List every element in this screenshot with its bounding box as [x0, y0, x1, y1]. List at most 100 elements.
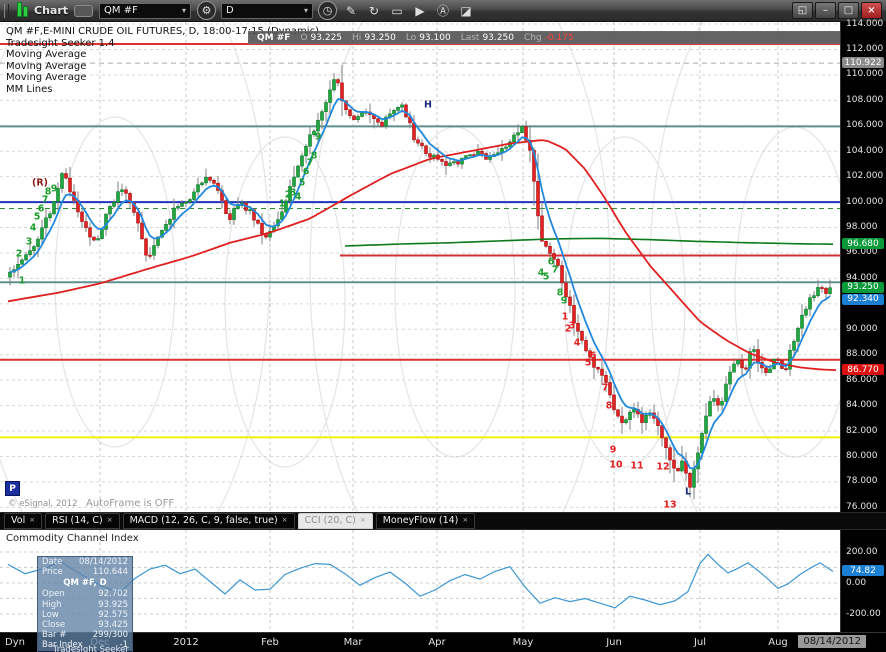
toolbar-grip[interactable] [4, 3, 9, 18]
price-tick-label: 112.000 [846, 43, 884, 54]
cci-tick-label: -200.00 [846, 608, 881, 619]
seeker-count-1: 1 [278, 198, 286, 210]
symbol-dropdown-value: QM #F [104, 5, 138, 16]
tab-rsi[interactable]: RSI (14, C) × [45, 512, 120, 530]
time-label-may: May [512, 637, 534, 648]
tooltip-row-barindex: Bar Index -1 [42, 640, 128, 651]
cci-panel[interactable]: Commodity Channel Index [0, 530, 840, 632]
eraser-icon[interactable]: ◪ [460, 3, 472, 18]
tab-cci[interactable]: CCI (20, C) × [297, 512, 373, 530]
seeker-count-9: 9 [314, 131, 322, 143]
seeker-count-7: 7 [306, 157, 314, 169]
cci-badge: 74.82 [842, 565, 884, 577]
price-tick-label: 110.000 [846, 69, 884, 80]
price-tick-label: 96.000 [846, 247, 878, 258]
minimize-button[interactable]: – [815, 2, 836, 19]
ohlc-readout-bar: QM #F O 93.225 Hi 93.250 Lo 93.100 Last 93.250 Ch… [248, 31, 840, 44]
legend-line-4: Moving Average [6, 72, 87, 83]
tooltip-row-close: Close 93.425 [42, 619, 128, 630]
tab-macd[interactable]: MACD (12, 26, C, 9, false, true) × [122, 512, 295, 530]
seeker-count-1: 1 [561, 311, 569, 323]
seeker-count-7: 7 [41, 194, 49, 206]
toolbar: Chart QM #F ▾ ⚙ D ▾ ◷ ✎ ↻ ▭ ▶ Ⓐ ◪ ◱ – □ × [0, 0, 886, 22]
price-tick-label: 82.000 [846, 425, 878, 436]
cci-plot [0, 530, 840, 632]
auto-a-icon[interactable]: Ⓐ [437, 4, 450, 18]
seeker-count-1: 1 [18, 275, 26, 287]
seeker-count-11: 11 [630, 460, 644, 472]
seeker-count-5: 5 [33, 211, 41, 223]
seeker-count-8: 8 [44, 186, 52, 198]
seeker-count-10: 10 [609, 459, 623, 471]
tooltip-row-low: Low 92.575 [42, 609, 128, 620]
seeker-count-6: 6 [302, 166, 310, 178]
price-tick-label: 114.000 [846, 18, 884, 29]
reload-icon[interactable]: ↻ [368, 3, 380, 18]
tab-label: Vol [11, 514, 26, 526]
cci-tick-label: 200.00 [846, 546, 878, 557]
price-tick-label: 108.000 [846, 94, 884, 105]
ohlc-symbol: QM #F [257, 32, 291, 43]
tab-moneyflow[interactable]: MoneyFlow (14) × [375, 512, 476, 530]
seeker-count-6: 6 [589, 350, 597, 362]
seeker-count-2: 2 [15, 248, 23, 260]
seeker-count-5: 5 [542, 271, 550, 283]
p-marker-badge[interactable]: P [5, 481, 20, 496]
legend-line-5: MM Lines [6, 83, 53, 95]
seeker-count-3: 3 [568, 320, 576, 332]
maximize-button[interactable]: □ [838, 2, 859, 19]
price-badge-110.922: 110.922 [842, 57, 884, 69]
cci-tick-label: 0.00 [846, 577, 867, 588]
restore-button[interactable]: ◱ [792, 2, 813, 19]
symbol-dropdown[interactable]: QM #F ▾ [99, 2, 192, 19]
close-icon[interactable]: × [29, 515, 36, 524]
seeker-count-5: 5 [298, 177, 306, 189]
seeker-count-H: H [424, 99, 432, 111]
time-template-icon[interactable]: ◷ [318, 1, 338, 20]
tab-vol[interactable]: Vol × [4, 512, 43, 530]
price-badge-93.250: 93.250 [842, 281, 884, 293]
cci-axis[interactable]: 200.00 0.00 -200.00 74.82 [840, 530, 886, 632]
time-label-jun: Jun [606, 637, 622, 648]
price-tick-label: 86.000 [846, 374, 878, 385]
seeker-count-9: 9 [560, 295, 568, 307]
ohlc-field-last: Last 93.250 [460, 32, 514, 43]
close-icon[interactable]: × [106, 515, 113, 524]
window-title: Chart [34, 4, 69, 17]
price-tick-label: 76.000 [846, 501, 878, 512]
tab-label: CCI (20, C) [304, 514, 356, 526]
page-badge-icon[interactable] [74, 4, 94, 17]
seeker-count-13: 13 [663, 499, 677, 511]
seeker-count-3: 3 [25, 236, 33, 248]
symbol-settings-icon[interactable]: ⚙ [197, 1, 217, 20]
quote-bubble-icon[interactable]: ▭ [391, 3, 403, 18]
seeker-count-8: 8 [556, 287, 564, 299]
time-label-feb: Feb [261, 637, 279, 648]
price-chart-panel[interactable]: 1 2 3 4 5 6 7 8 9 (R) 1 2 3 4 5 6 7 8 9 H 4 5 6 7 8 9 1 2 3 4 5 6 7 8 9 10 1… [0, 22, 840, 512]
ohlc-field-o: O 93.225 [300, 32, 343, 43]
time-label-apr: Apr [428, 637, 446, 648]
tab-label: MACD (12, 26, C, 9, false, true) [129, 514, 278, 526]
time-axis-mode: Dyn [5, 637, 25, 648]
tooltip-row-price: Price 110.644 [42, 567, 128, 578]
close-icon[interactable]: × [462, 515, 469, 524]
interval-dropdown[interactable]: D ▾ [221, 2, 314, 19]
interval-dropdown-value: D [226, 5, 234, 16]
price-tick-label: 94.000 [846, 272, 878, 283]
tooltip-row-high: High 93.925 [42, 599, 128, 610]
autoframe-status: AutoFrame is OFF [86, 498, 175, 509]
indicator-tab-bar: Vol × RSI (14, C) × MACD (12, 26, C, 9, fals… [0, 512, 886, 530]
seeker-count-9: 9 [50, 183, 58, 195]
close-button[interactable]: × [861, 2, 882, 19]
chart-legend: QM #F,E-MINI CRUDE OIL FUTURES, D, 18:00… [6, 26, 319, 95]
seeker-count-6: 6 [547, 256, 555, 268]
close-icon[interactable]: × [281, 515, 288, 524]
seeker-count-7: 7 [551, 264, 559, 276]
draw-pencil-icon[interactable]: ✎ [345, 3, 357, 18]
seeker-count-12: 12 [656, 461, 670, 473]
price-axis[interactable]: 76.000 78.000 80.000 82.000 84.000 86.000 88.0… [840, 18, 886, 512]
seeker-count-4: 4 [573, 337, 581, 349]
play-icon[interactable]: ▶ [415, 3, 425, 18]
close-icon[interactable]: × [359, 515, 366, 524]
